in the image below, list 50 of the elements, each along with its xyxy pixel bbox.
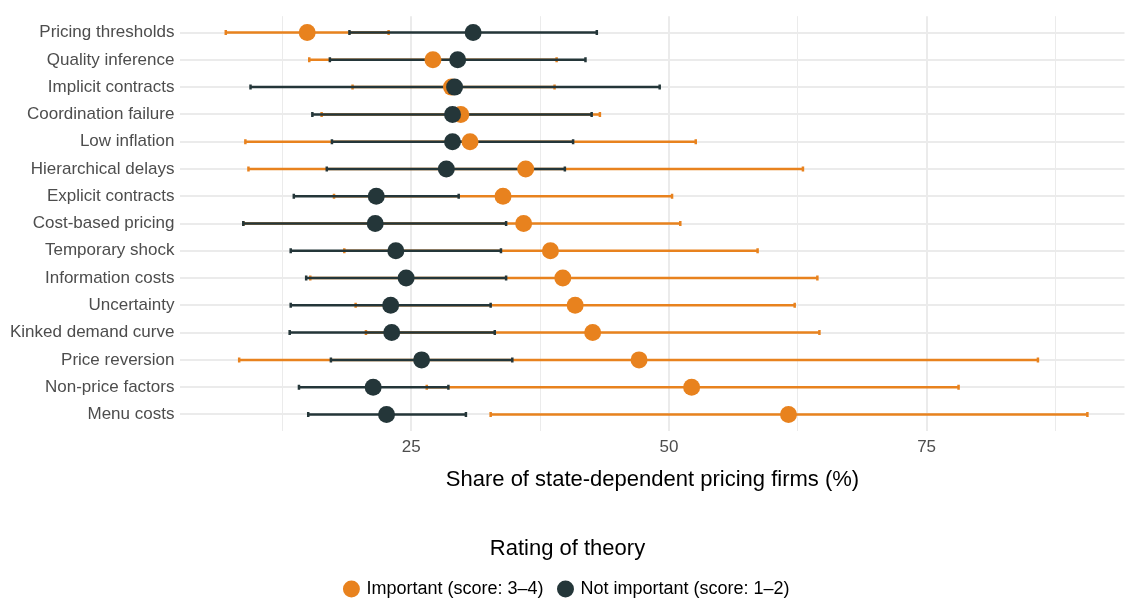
y-tick-label: Kinked demand curve [9, 322, 175, 342]
y-tick-label: Non-price factors [44, 376, 175, 396]
y-tick-label: Uncertainty [88, 295, 175, 315]
point [464, 24, 482, 42]
x-tick-label: 75 [917, 436, 937, 456]
point [378, 405, 396, 423]
y-tick-label: Menu costs [87, 404, 175, 424]
y-tick-label: Price reversion [61, 349, 175, 369]
point [630, 351, 648, 369]
y-tick-label: Information costs [44, 267, 175, 287]
point [397, 269, 415, 287]
point [437, 160, 455, 178]
point [584, 324, 602, 342]
y-tick-label: Low inflation [79, 131, 175, 151]
point [446, 78, 464, 96]
point [383, 324, 401, 342]
point [515, 215, 533, 232]
point [461, 133, 479, 151]
point [780, 405, 798, 423]
y-tick-label: Pricing thresholds [39, 22, 175, 42]
point [449, 51, 467, 69]
point [424, 51, 442, 69]
point [298, 24, 316, 42]
legend-label: Not important (score: 1–2) [580, 577, 790, 598]
y-tick-label: Explicit contracts [46, 185, 175, 205]
y-tick-label: Implicit contracts [47, 76, 175, 96]
y-tick-label: Quality inference [46, 49, 175, 69]
point [413, 351, 431, 369]
legend-title: Rating of theory [489, 534, 646, 560]
point [382, 296, 400, 314]
x-tick-label: 50 [659, 436, 679, 456]
y-tick-label: Hierarchical delays [30, 158, 175, 178]
point [683, 378, 701, 396]
point [541, 242, 559, 260]
point [366, 215, 384, 232]
point [566, 296, 584, 314]
x-axis-title: Share of state-dependent pricing firms (%) [445, 466, 860, 492]
point [387, 242, 405, 260]
point [494, 187, 512, 205]
point [367, 187, 385, 205]
y-tick-label: Temporary shock [44, 240, 175, 260]
point [444, 105, 462, 123]
x-tick-label: 25 [401, 436, 421, 456]
legend-label: Important (score: 3–4) [366, 577, 544, 598]
point [444, 133, 462, 151]
y-tick-label: Cost-based pricing [32, 213, 175, 233]
point [517, 160, 535, 178]
point [364, 378, 382, 396]
y-tick-label: Coordination failure [27, 104, 175, 124]
point [554, 269, 572, 287]
